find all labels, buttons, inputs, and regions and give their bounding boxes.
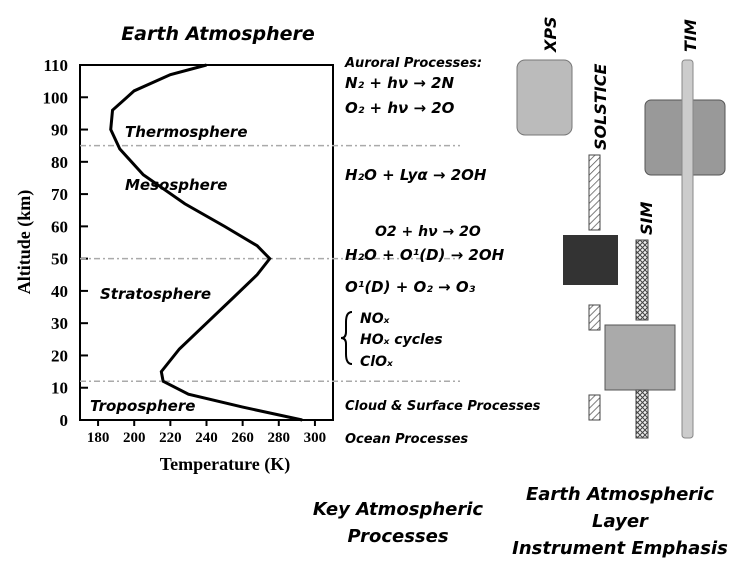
- y-tick-label: 90: [51, 121, 68, 140]
- process-label: NOₓ: [360, 311, 390, 327]
- instrument-label: SIM: [637, 202, 656, 235]
- solstice-bar: [589, 155, 600, 230]
- process-label: O₂ + hν → 2O: [345, 99, 455, 117]
- y-tick-label: 50: [51, 250, 68, 269]
- y-tick-label: 80: [51, 153, 68, 172]
- solstice-bar: [589, 395, 600, 420]
- processes-caption: Key Atmospheric: [313, 499, 484, 520]
- x-tick-label: 200: [123, 430, 146, 446]
- sim-image: [563, 235, 618, 285]
- process-label: Ocean Processes: [345, 432, 468, 447]
- y-tick-label: 10: [51, 379, 68, 398]
- y-tick-label: 20: [51, 346, 68, 365]
- instruments-caption: Layer: [592, 511, 649, 532]
- x-tick-label: 220: [159, 430, 182, 446]
- layer-label: Troposphere: [90, 397, 195, 415]
- temperature-line: [111, 65, 303, 420]
- brace: [341, 312, 352, 364]
- layer-label: Mesosphere: [125, 176, 227, 194]
- y-axis-label: Altitude (km): [14, 190, 35, 295]
- layer-label: Thermosphere: [125, 123, 248, 141]
- process-label: HOₓ cycles: [360, 332, 443, 348]
- chart: Earth Atmosphere Temperature (K) Altitud…: [0, 0, 745, 562]
- sim-bar: [636, 240, 648, 320]
- instrument-label: TIM: [681, 19, 700, 52]
- page: Earth Atmosphere Temperature (K) Altitud…: [0, 0, 745, 562]
- process-label: O¹(D) + O₂ → O₃: [345, 278, 476, 296]
- sim-bar: [636, 390, 648, 438]
- y-tick-label: 40: [51, 282, 68, 301]
- solstice-bar: [589, 305, 600, 330]
- y-tick-label: 110: [43, 56, 68, 75]
- y-tick-label: 0: [60, 411, 69, 430]
- process-label: H₂O + O¹(D) → 2OH: [345, 246, 505, 264]
- instrument-label: SOLSTICE: [591, 64, 610, 150]
- instrument-label: XPS: [541, 16, 560, 53]
- y-tick-label: 70: [51, 185, 68, 204]
- x-tick-label: 280: [268, 430, 291, 446]
- process-label: N₂ + hν → 2N: [345, 74, 454, 92]
- y-tick-label: 30: [51, 314, 68, 333]
- x-tick-label: 240: [195, 430, 218, 446]
- instruments-caption: Instrument Emphasis: [512, 538, 728, 559]
- process-label: ClOₓ: [360, 354, 393, 370]
- plot-frame: [80, 65, 333, 420]
- x-tick-label: 260: [231, 430, 254, 446]
- chart-title: Earth Atmosphere: [121, 23, 315, 45]
- process-label: Cloud & Surface Processes: [345, 399, 541, 414]
- layer-label: Stratosphere: [100, 285, 211, 303]
- process-label: Auroral Processes:: [344, 56, 482, 71]
- process-label: O2 + hν → 2O: [375, 224, 481, 240]
- processes-caption: Processes: [347, 526, 448, 547]
- process-label: H₂O + Lyα → 2OH: [345, 166, 487, 184]
- y-tick-label: 100: [43, 88, 69, 107]
- x-tick-label: 300: [304, 430, 327, 446]
- y-tick-label: 60: [51, 217, 68, 236]
- solstice-image: [605, 325, 675, 390]
- instruments-caption: Earth Atmospheric: [526, 484, 714, 505]
- x-axis-label: Temperature (K): [160, 454, 290, 475]
- tim-bar: [682, 60, 693, 438]
- xps-image: [517, 60, 572, 135]
- x-tick-label: 180: [87, 430, 110, 446]
